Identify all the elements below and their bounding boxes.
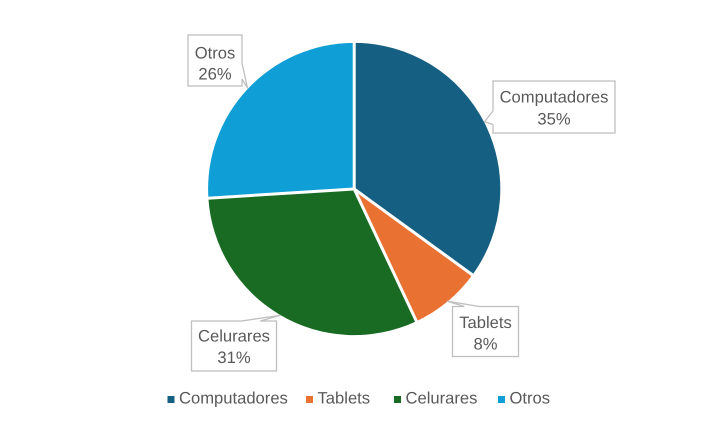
svg-text:35%: 35% (537, 110, 570, 129)
svg-text:31%: 31% (217, 348, 250, 367)
svg-text:Celurares: Celurares (406, 389, 478, 408)
svg-text:26%: 26% (198, 65, 231, 84)
svg-text:Celurares: Celurares (198, 327, 270, 346)
svg-text:8%: 8% (474, 335, 498, 354)
svg-text:Tablets: Tablets (318, 389, 371, 408)
svg-text:Otros: Otros (195, 44, 236, 63)
svg-text:Computadores: Computadores (179, 389, 288, 408)
svg-text:Tablets: Tablets (459, 313, 512, 332)
svg-text:Computadores: Computadores (500, 88, 609, 107)
svg-text:Otros: Otros (510, 389, 551, 408)
